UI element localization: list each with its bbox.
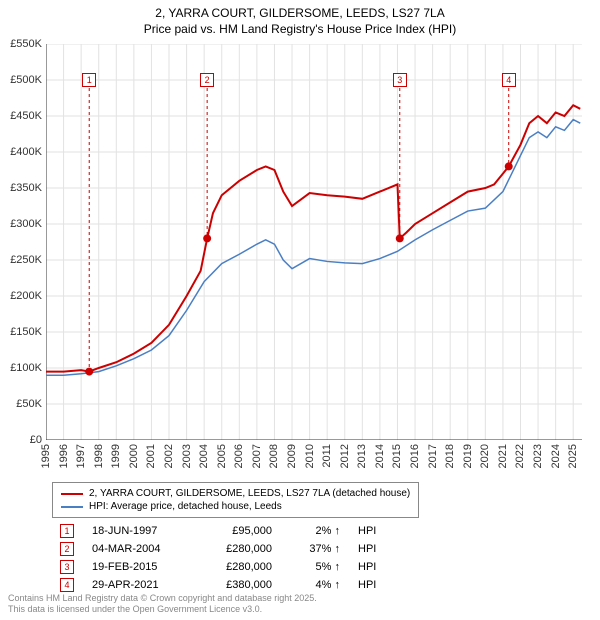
- legend: 2, YARRA COURT, GILDERSOME, LEEDS, LS27 …: [52, 482, 419, 518]
- x-axis-label: 2000: [128, 444, 140, 468]
- x-axis-label: 2020: [479, 444, 491, 468]
- x-axis-label: 1997: [75, 444, 87, 468]
- sale-pct: 4% ↑: [290, 579, 340, 591]
- legend-label: HPI: Average price, detached house, Leed…: [89, 501, 282, 512]
- y-axis-label: £350K: [0, 182, 42, 194]
- sale-pct: 2% ↑: [290, 525, 340, 537]
- legend-item: 2, YARRA COURT, GILDERSOME, LEEDS, LS27 …: [61, 487, 410, 500]
- sale-badge: 2: [60, 542, 74, 556]
- sale-marker-badge: 3: [393, 73, 407, 87]
- chart-title-line1: 2, YARRA COURT, GILDERSOME, LEEDS, LS27 …: [0, 0, 600, 22]
- sale-row: 1 18-JUN-1997 £95,000 2% ↑ HPI: [60, 524, 398, 538]
- x-axis-label: 2013: [356, 444, 368, 468]
- legend-swatch: [61, 506, 83, 508]
- y-axis-label: £550K: [0, 38, 42, 50]
- sale-date: 29-APR-2021: [92, 579, 184, 591]
- x-axis-label: 2004: [198, 444, 210, 468]
- x-axis-label: 1998: [93, 444, 105, 468]
- y-axis-label: £50K: [0, 398, 42, 410]
- sale-hpi-label: HPI: [358, 561, 398, 573]
- x-axis-label: 2003: [181, 444, 193, 468]
- legend-item: HPI: Average price, detached house, Leed…: [61, 500, 410, 513]
- footer-attribution: Contains HM Land Registry data © Crown c…: [8, 593, 317, 616]
- legend-swatch: [61, 493, 83, 495]
- sales-table: 1 18-JUN-1997 £95,000 2% ↑ HPI 2 04-MAR-2004 £2…: [60, 524, 398, 596]
- footer-line2: This data is licensed under the Open Gov…: [8, 604, 317, 616]
- x-axis-label: 2025: [567, 444, 579, 468]
- sale-hpi-label: HPI: [358, 579, 398, 591]
- x-axis-label: 2018: [444, 444, 456, 468]
- x-axis-label: 2011: [321, 444, 333, 468]
- sale-date: 18-JUN-1997: [92, 525, 184, 537]
- sale-badge: 4: [60, 578, 74, 592]
- y-axis-label: £100K: [0, 362, 42, 374]
- x-axis-label: 1995: [40, 444, 52, 468]
- x-axis-label: 2005: [216, 444, 228, 468]
- sale-hpi-label: HPI: [358, 525, 398, 537]
- chart-title-line2: Price paid vs. HM Land Registry's House …: [0, 22, 600, 40]
- line-chart: [46, 44, 582, 440]
- x-axis-label: 2006: [233, 444, 245, 468]
- x-axis-label: 2001: [145, 444, 157, 468]
- sale-marker-badge: 2: [200, 73, 214, 87]
- sale-badge: 1: [60, 524, 74, 538]
- y-axis-label: £500K: [0, 74, 42, 86]
- sale-date: 04-MAR-2004: [92, 543, 184, 555]
- sale-row: 3 19-FEB-2015 £280,000 5% ↑ HPI: [60, 560, 398, 574]
- y-axis-label: £250K: [0, 254, 42, 266]
- x-axis-label: 2010: [304, 444, 316, 468]
- x-axis-label: 2002: [163, 444, 175, 468]
- sale-badge: 3: [60, 560, 74, 574]
- y-axis-label: £150K: [0, 326, 42, 338]
- x-axis-label: 2024: [550, 444, 562, 468]
- legend-label: 2, YARRA COURT, GILDERSOME, LEEDS, LS27 …: [89, 488, 410, 499]
- sale-hpi-label: HPI: [358, 543, 398, 555]
- x-axis-label: 2015: [391, 444, 403, 468]
- sale-marker-badge: 1: [82, 73, 96, 87]
- y-axis-label: £0: [0, 434, 42, 446]
- x-axis-label: 2009: [286, 444, 298, 468]
- x-axis-label: 2021: [497, 444, 509, 468]
- x-axis-label: 2007: [251, 444, 263, 468]
- sale-row: 2 04-MAR-2004 £280,000 37% ↑ HPI: [60, 542, 398, 556]
- y-axis-label: £450K: [0, 110, 42, 122]
- sale-price: £380,000: [202, 579, 272, 591]
- y-axis-label: £300K: [0, 218, 42, 230]
- sale-price: £95,000: [202, 525, 272, 537]
- x-axis-label: 2014: [374, 444, 386, 468]
- chart-area: £0£50K£100K£150K£200K£250K£300K£350K£400…: [46, 44, 582, 440]
- x-axis-label: 2012: [339, 444, 351, 468]
- x-axis-label: 2022: [514, 444, 526, 468]
- x-axis-label: 2016: [409, 444, 421, 468]
- sale-price: £280,000: [202, 561, 272, 573]
- sale-pct: 5% ↑: [290, 561, 340, 573]
- y-axis-label: £200K: [0, 290, 42, 302]
- sale-marker-badge: 4: [502, 73, 516, 87]
- x-axis-label: 2019: [462, 444, 474, 468]
- sale-date: 19-FEB-2015: [92, 561, 184, 573]
- sale-price: £280,000: [202, 543, 272, 555]
- footer-line1: Contains HM Land Registry data © Crown c…: [8, 593, 317, 605]
- x-axis-label: 2017: [427, 444, 439, 468]
- x-axis-label: 1999: [110, 444, 122, 468]
- x-axis-label: 2023: [532, 444, 544, 468]
- y-axis-label: £400K: [0, 146, 42, 158]
- x-axis-label: 2008: [268, 444, 280, 468]
- sale-pct: 37% ↑: [290, 543, 340, 555]
- x-axis-label: 1996: [58, 444, 70, 468]
- sale-row: 4 29-APR-2021 £380,000 4% ↑ HPI: [60, 578, 398, 592]
